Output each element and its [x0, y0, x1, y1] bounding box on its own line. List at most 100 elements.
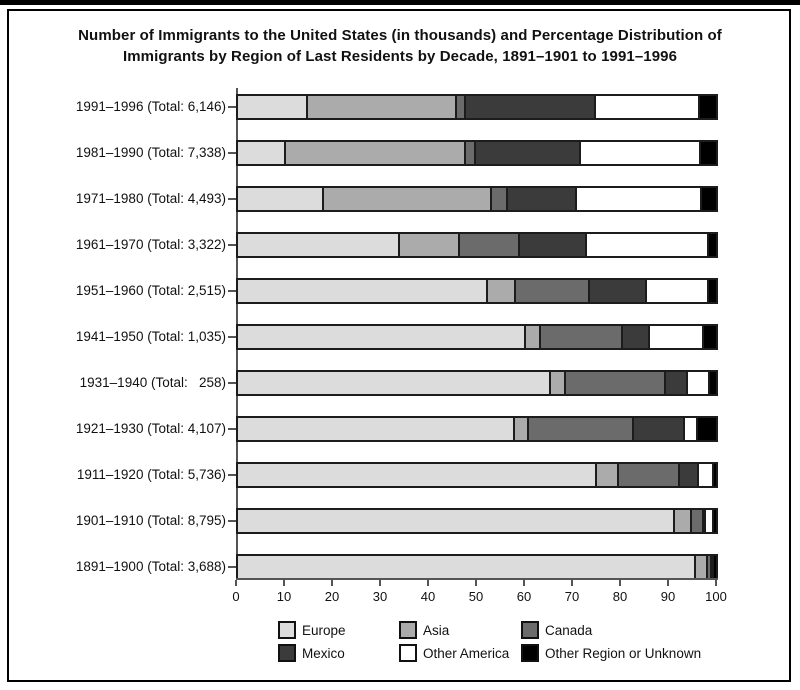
- x-tick-label: 80: [612, 589, 628, 604]
- x-axis-tick: [331, 580, 333, 586]
- bar-segment-other-region-or-unknown: [713, 556, 716, 578]
- x-axis-line: [236, 578, 718, 580]
- legend-item-other-region-or-unknown: Other Region or Unknown: [521, 644, 701, 662]
- row-label: 1961–1970 (Total: 3,322): [75, 237, 226, 252]
- bar-segment-europe: [238, 142, 287, 164]
- x-axis-tick: [571, 580, 573, 586]
- legend-item-asia: Asia: [399, 621, 449, 639]
- y-axis-tick: [228, 566, 237, 568]
- bar-segment-other-region-or-unknown: [700, 96, 716, 118]
- row-label: 1951–1960 (Total: 2,515): [75, 283, 226, 298]
- stacked-bar: [236, 324, 718, 350]
- x-axis-tick: [715, 580, 717, 586]
- bar-segment-asia: [488, 280, 517, 302]
- bar-segment-other-america: [711, 556, 714, 578]
- stacked-bar: [236, 416, 718, 442]
- y-axis-tick: [228, 152, 237, 154]
- bar-row: 1951–1960 (Total: 2,515): [0, 278, 800, 324]
- legend-label-other-region-or-unknown: Other Region or Unknown: [545, 645, 702, 661]
- legend-swatch-asia: [399, 621, 417, 639]
- row-label: 1931–1940 (Total: 258): [79, 375, 226, 390]
- x-axis-tick: [235, 580, 237, 586]
- x-axis-tick: [619, 580, 621, 586]
- bar-segment-europe: [238, 556, 697, 578]
- bar-segment-asia: [308, 96, 457, 118]
- bar-segment-asia: [323, 188, 492, 210]
- row-label: 1981–1990 (Total: 7,338): [75, 145, 226, 160]
- bar-segment-canada: [528, 418, 634, 440]
- legend-swatch-other-america: [399, 644, 417, 662]
- bar-row: 1891–1900 (Total: 3,688): [0, 554, 800, 600]
- bar-segment-mexico: [507, 188, 578, 210]
- bar-segment-other-region-or-unknown: [714, 464, 716, 486]
- bar-segment-other-region-or-unknown: [704, 326, 716, 348]
- x-axis-tick: [667, 580, 669, 586]
- y-axis-tick: [228, 244, 237, 246]
- bar-segment-europe: [238, 188, 324, 210]
- y-axis-tick: [228, 520, 237, 522]
- bar-row: 1931–1940 (Total: 258): [0, 370, 800, 416]
- stacked-bar: [236, 186, 718, 212]
- bar-segment-mexico: [680, 464, 700, 486]
- row-label: 1901–1910 (Total: 8,795): [75, 513, 226, 528]
- y-axis-tick: [228, 428, 237, 430]
- x-tick-label: 100: [705, 589, 727, 604]
- bar-segment-asia: [526, 326, 542, 348]
- bar-segment-mexico: [633, 418, 686, 440]
- bar-segment-other-america: [587, 234, 709, 256]
- stacked-bar: [236, 94, 718, 120]
- bar-segment-other-america: [699, 464, 715, 486]
- bar-segment-europe: [238, 464, 598, 486]
- bar-segment-other-region-or-unknown: [697, 418, 716, 440]
- bar-segment-canada: [618, 464, 681, 486]
- stacked-bar: [236, 140, 718, 166]
- legend-item-mexico: Mexico: [278, 644, 345, 662]
- stacked-bar: [236, 232, 718, 258]
- stacked-bar: [236, 370, 718, 396]
- chart-title-line1: Number of Immigrants to the United State…: [78, 27, 722, 44]
- bar-segment-mexico: [590, 280, 647, 302]
- bar-segment-europe: [238, 96, 309, 118]
- legend-label-europe: Europe: [302, 622, 346, 638]
- legend-swatch-europe: [278, 621, 296, 639]
- bar-segment-canada: [460, 234, 520, 256]
- x-tick-label: 0: [232, 589, 240, 604]
- bar-row: 1911–1920 (Total: 5,736): [0, 462, 800, 508]
- bar-segment-canada: [465, 142, 476, 164]
- x-axis-tick: [427, 580, 429, 586]
- bar-segment-mexico: [520, 234, 588, 256]
- bar-segment-other-region-or-unknown: [702, 188, 716, 210]
- stacked-bar: [236, 278, 718, 304]
- bar-segment-other-america: [705, 510, 715, 532]
- bar-row: 1981–1990 (Total: 7,338): [0, 140, 800, 186]
- bar-segment-canada: [541, 326, 623, 348]
- bar-segment-asia: [515, 418, 529, 440]
- y-axis-tick: [228, 106, 237, 108]
- legend-swatch-canada: [521, 621, 539, 639]
- top-border-strip: [0, 0, 800, 5]
- legend-item-canada: Canada: [521, 621, 592, 639]
- bar-rows-area: 1991–1996 (Total: 6,146) 1981–1990 (Total…: [0, 94, 800, 600]
- bar-row: 1901–1910 (Total: 8,795): [0, 508, 800, 554]
- y-axis-tick: [228, 474, 237, 476]
- bar-segment-canada: [491, 188, 508, 210]
- bar-segment-europe: [238, 280, 489, 302]
- y-axis-tick: [228, 382, 237, 384]
- bar-row: 1941–1950 (Total: 1,035): [0, 324, 800, 370]
- bar-segment-canada: [692, 510, 704, 532]
- legend-item-europe: Europe: [278, 621, 346, 639]
- bar-segment-asia: [674, 510, 693, 532]
- x-axis-tick: [475, 580, 477, 586]
- bar-segment-mexico: [475, 142, 581, 164]
- x-axis-tick: [379, 580, 381, 586]
- bar-segment-europe: [238, 372, 551, 394]
- bar-row: 1921–1930 (Total: 4,107): [0, 416, 800, 462]
- row-label: 1911–1920 (Total: 5,736): [76, 467, 226, 482]
- bar-segment-canada: [516, 280, 591, 302]
- bar-segment-europe: [238, 510, 675, 532]
- x-tick-label: 40: [420, 589, 436, 604]
- legend-label-asia: Asia: [423, 622, 450, 638]
- bar-row: 1991–1996 (Total: 6,146): [0, 94, 800, 140]
- bar-segment-other-america: [646, 280, 709, 302]
- chart-title-line2: Immigrants by Region of Last Residents b…: [122, 48, 678, 65]
